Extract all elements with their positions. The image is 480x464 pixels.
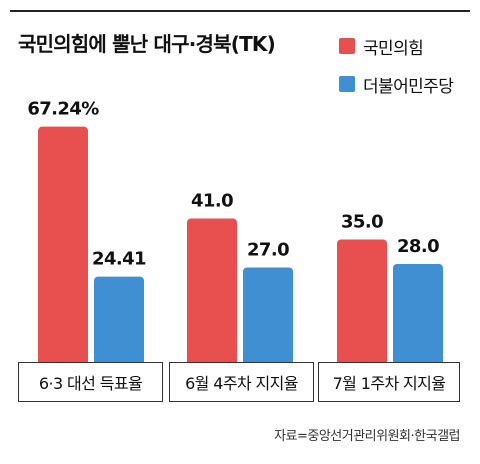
source-note: 자료=중앙선거관리위원회·한국갤럽	[274, 429, 460, 444]
bar-dp-2	[393, 264, 443, 366]
bar-value-dp-2: 28.0	[397, 236, 439, 257]
category-label-1: 6월 4주차 지지율	[169, 362, 314, 402]
legend-item-dp: 더불어민주당	[339, 72, 454, 97]
bar-dp-1	[243, 267, 293, 366]
legend-swatch-ppp	[339, 38, 355, 54]
top-rule	[10, 10, 470, 12]
legend-label-dp: 더불어민주당	[363, 76, 454, 97]
bar-ppp-0	[38, 126, 88, 366]
category-label-2: 7월 1주차 지지율	[318, 362, 460, 402]
bar-value-dp-1: 27.0	[247, 240, 289, 261]
legend-label-ppp: 국민의힘	[363, 38, 424, 59]
category-label-0: 6·3 대선 득표율	[18, 362, 163, 402]
bar-value-ppp-1: 41.0	[191, 191, 233, 212]
bar-value-dp-0: 24.41	[92, 249, 146, 270]
bar-ppp-1	[187, 218, 237, 366]
bar-dp-0	[94, 276, 144, 366]
legend: 국민의힘 더불어민주당	[339, 34, 454, 110]
legend-swatch-dp	[339, 76, 355, 92]
legend-item-ppp: 국민의힘	[339, 34, 453, 59]
bar-value-ppp-2: 35.0	[341, 212, 383, 233]
chart-title: 국민의힘에 뿔난 대구·경북(TK)	[18, 32, 276, 56]
bar-ppp-2	[337, 239, 387, 366]
bar-value-ppp-0: 67.24%	[27, 99, 99, 120]
